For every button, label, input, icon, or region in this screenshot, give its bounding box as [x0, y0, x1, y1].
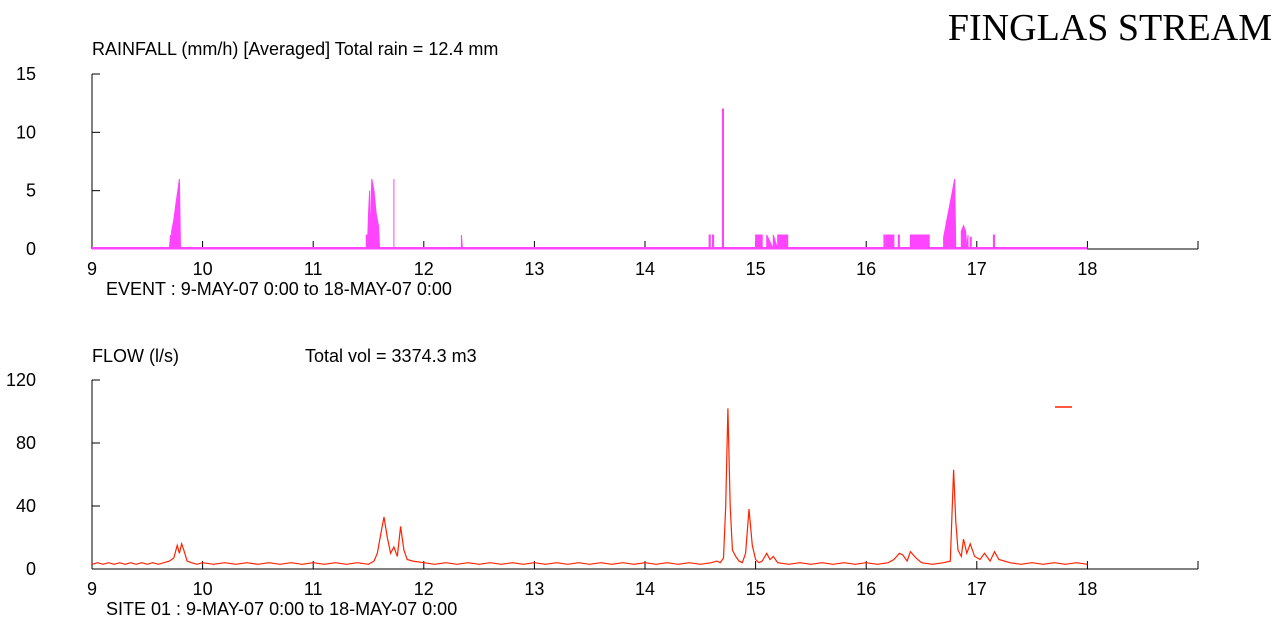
x-tick-label: 15	[746, 579, 766, 599]
x-tick-label: 18	[1077, 579, 1097, 599]
x-tick-label: 11	[304, 259, 323, 279]
x-tick-label: 17	[967, 579, 987, 599]
y-tick-label: 80	[16, 433, 36, 453]
y-tick-label: 15	[16, 64, 36, 84]
flow-caption: SITE 01 : 9-MAY-07 0:00 to 18-MAY-07 0:0…	[106, 599, 457, 618]
rainfall-caption: EVENT : 9-MAY-07 0:00 to 18-MAY-07 0:00	[106, 279, 452, 299]
x-tick-label: 13	[524, 259, 544, 279]
x-tick-label: 13	[524, 579, 544, 599]
x-tick-label: 10	[193, 259, 213, 279]
rainfall-title: RAINFALL (mm/h) [Averaged] Total rain = …	[92, 39, 498, 59]
flow-panel: FLOW (l/s) Total vol = 3374.3 m3 SITE 01 :…	[6, 346, 1199, 618]
x-tick-label: 12	[414, 259, 434, 279]
rainfall-panel: RAINFALL (mm/h) [Averaged] Total rain = …	[16, 39, 1199, 299]
y-tick-label: 5	[26, 181, 36, 201]
x-tick-label: 9	[87, 579, 97, 599]
flow-title: FLOW (l/s)	[92, 346, 179, 366]
y-tick-label: 0	[26, 239, 36, 259]
x-tick-label: 9	[87, 259, 97, 279]
x-tick-label: 15	[746, 259, 766, 279]
x-tick-label: 17	[967, 259, 987, 279]
y-tick-label: 40	[16, 496, 36, 516]
x-tick-label: 16	[856, 579, 876, 599]
x-tick-label: 18	[1077, 259, 1097, 279]
x-tick-label: 12	[414, 579, 434, 599]
x-tick-label: 11	[304, 579, 323, 599]
x-tick-label: 14	[635, 259, 655, 279]
y-tick-label: 10	[16, 122, 36, 142]
y-tick-label: 0	[26, 559, 36, 579]
x-tick-label: 14	[635, 579, 655, 599]
flow-subtitle: Total vol = 3374.3 m3	[305, 346, 477, 366]
x-tick-label: 16	[856, 259, 876, 279]
x-tick-label: 10	[193, 579, 213, 599]
page-title: FINGLAS STREAM	[947, 7, 1272, 49]
rainfall-area	[92, 108, 1088, 250]
flow-line	[91, 408, 1088, 565]
y-tick-label: 120	[6, 370, 36, 390]
